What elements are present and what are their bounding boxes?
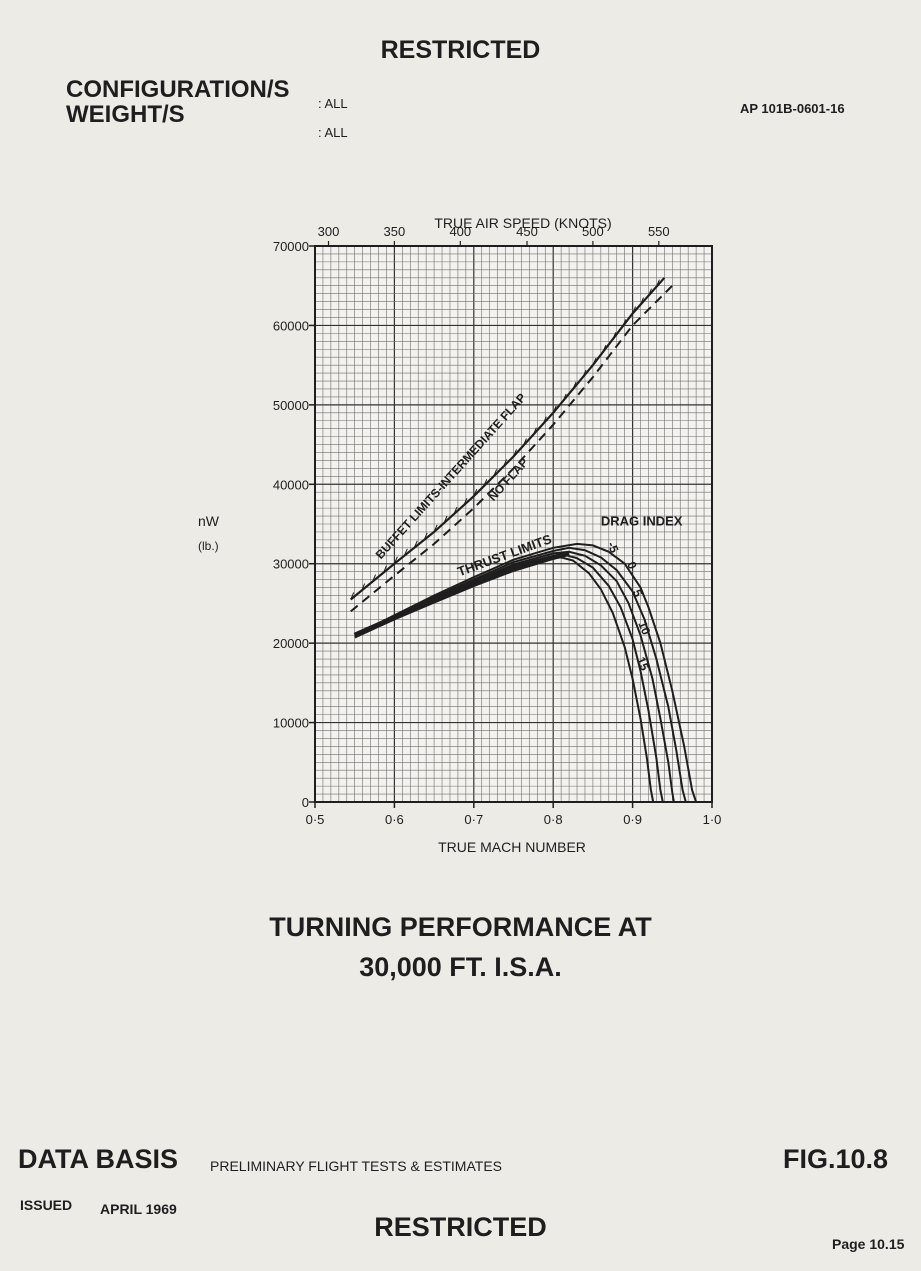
drag-index-value: 15 xyxy=(634,655,652,673)
buffet-hatch-mark xyxy=(350,592,355,600)
buffet-hatch-mark xyxy=(423,532,428,541)
buffet-hatch-mark xyxy=(403,548,408,556)
y-tick-label: 30000 xyxy=(273,557,309,572)
series-10 xyxy=(354,553,664,803)
y-tick-label: 0 xyxy=(302,795,309,810)
x-axis-label: TRUE MACH NUMBER xyxy=(438,839,586,855)
buffet-hatch-mark xyxy=(463,497,468,506)
y-tick-label: 10000 xyxy=(273,716,309,731)
x-tick-label: 1·0 xyxy=(703,812,722,827)
series-15 xyxy=(354,556,655,803)
drag-index-label: DRAG INDEX xyxy=(601,514,683,529)
buffet-hatch-mark xyxy=(622,319,627,327)
top-tick-label: 500 xyxy=(582,224,604,239)
issued-label: ISSUED xyxy=(20,1197,73,1213)
chart: 0·5 0·6 0·7 0·8 0·9 1·0 0 10000 20000 30000 40000 5… xyxy=(198,215,722,855)
series-no-flap xyxy=(350,284,674,613)
buffet-hatch-mark xyxy=(542,416,547,424)
buffet-hatch-mark xyxy=(612,332,617,340)
x-tick-label: 0·9 xyxy=(623,812,642,827)
buffet-hatch-mark xyxy=(443,515,448,524)
chart-grid xyxy=(315,246,712,802)
x-tick-label: 0·8 xyxy=(544,812,563,827)
figure-title-line1: TURNING PERFORMANCE AT xyxy=(269,912,652,942)
weight-label: WEIGHT/S xyxy=(66,101,185,128)
buffet-hatch-mark xyxy=(393,556,398,564)
buffet-hatch-mark xyxy=(602,345,607,353)
buffet-hatch-mark xyxy=(532,427,537,435)
buffet-hatch-mark xyxy=(483,479,488,487)
figure-title-line2: 30,000 FT. I.S.A. xyxy=(359,952,562,982)
y-tick-label: 50000 xyxy=(273,398,309,413)
figure-number: FIG.10.8 xyxy=(783,1144,889,1174)
buffet-hatch-mark xyxy=(655,279,660,287)
y-axis-label: nW xyxy=(198,513,220,529)
drag-index-value: 0 xyxy=(624,560,640,572)
y-tick-label: 70000 xyxy=(273,239,309,254)
data-basis-value: PRELIMINARY FLIGHT TESTS & ESTIMATES xyxy=(210,1158,502,1174)
document-reference: AP 101B-0601-16 xyxy=(740,101,845,116)
series-5 xyxy=(354,542,698,803)
buffet-hatch-mark xyxy=(552,405,557,413)
buffet-hatch-mark xyxy=(413,540,418,549)
restricted-header: RESTRICTED xyxy=(380,36,541,64)
data-basis-label: DATA BASIS xyxy=(18,1144,178,1174)
top-tick-label: 450 xyxy=(516,224,538,239)
buffet-hatch-mark xyxy=(372,574,377,582)
weight-value: : ALL xyxy=(318,125,348,140)
buffet-hatch-mark xyxy=(453,506,458,515)
drag-index-value: 5 xyxy=(630,587,646,599)
buffet-hatch-mark xyxy=(473,489,478,497)
buffet-hatch-mark xyxy=(592,357,597,366)
series-0 xyxy=(354,546,687,803)
configuration-value: : ALL xyxy=(318,96,348,111)
page-number: Page 10.15 xyxy=(832,1236,905,1252)
drag-index-value: 10 xyxy=(635,619,653,637)
top-tick-label: 300 xyxy=(318,224,340,239)
buffet-hatch-mark xyxy=(503,459,508,467)
top-tick-label: 550 xyxy=(648,224,670,239)
series-buffet-limits-intermediate-flap xyxy=(350,277,666,601)
drag-index-value: -5 xyxy=(604,540,621,555)
issued-date: APRIL 1969 xyxy=(100,1201,177,1217)
top-axis-label: TRUE AIR SPEED (KNOTS) xyxy=(434,215,611,231)
y-tick-label: 20000 xyxy=(273,636,309,651)
top-tick-label: 350 xyxy=(384,224,406,239)
buffet-hatch-mark xyxy=(383,565,387,573)
plot-frame xyxy=(314,245,713,803)
buffet-hatch-mark xyxy=(632,306,637,314)
chart-series: -50 5 10 15 xyxy=(350,277,698,803)
buffet-hatch-mark xyxy=(582,369,587,378)
y-tick-label: 60000 xyxy=(273,318,309,333)
x-tick-label: 0·7 xyxy=(464,812,483,827)
buffet-hatch-mark xyxy=(572,381,577,390)
series-5 xyxy=(354,550,675,803)
buffet-hatch-mark xyxy=(361,583,366,591)
buffet-hatch-mark xyxy=(493,469,498,477)
y-tick-label: 40000 xyxy=(273,477,309,492)
buffet-hatch-mark xyxy=(522,438,527,446)
top-tick-label: 400 xyxy=(449,224,471,239)
y-axis-unit: (lb.) xyxy=(198,539,219,553)
buffet-hatch-mark xyxy=(648,288,652,296)
x-tick-label: 0·5 xyxy=(306,812,325,827)
buffet-hatch-mark xyxy=(562,393,567,402)
buffet-hatch-mark xyxy=(433,524,438,533)
x-tick-label: 0·6 xyxy=(385,812,404,827)
buffet-hatch-mark xyxy=(640,297,644,305)
buffet-hatch-mark xyxy=(513,449,517,457)
restricted-footer: RESTRICTED xyxy=(374,1212,547,1242)
axis-ticks: 0·5 0·6 0·7 0·8 0·9 1·0 0 10000 20000 30000 40000 5… xyxy=(273,224,722,827)
configuration-label: CONFIGURATION/S xyxy=(66,76,290,103)
